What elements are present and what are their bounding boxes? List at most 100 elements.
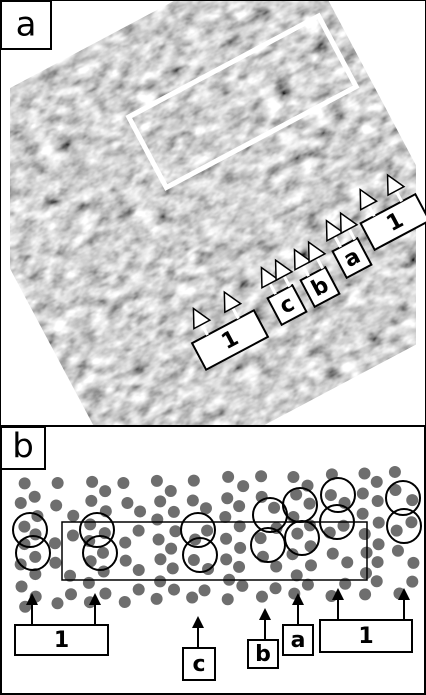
molecule-dot	[391, 525, 403, 537]
molecule-dot	[154, 553, 166, 565]
molecule-dot	[15, 497, 27, 509]
figure: a 1cba1 b 1cba1	[0, 0, 426, 695]
molecule-dot	[168, 584, 180, 596]
molecule-dot	[358, 467, 370, 479]
molecule-dot	[165, 485, 177, 497]
molecule-dot	[169, 525, 181, 537]
molecule-dot	[65, 588, 77, 600]
molecule-dot	[188, 475, 200, 487]
molecule-dot	[99, 588, 111, 600]
molecule-dot	[288, 588, 300, 600]
molecule-dot	[222, 471, 234, 483]
molecule-dot	[392, 545, 404, 557]
molecule-dot	[133, 564, 145, 576]
molecule-dot	[133, 583, 145, 595]
molecule-dot	[188, 554, 200, 566]
molecule-dot	[52, 477, 64, 489]
molecule-dot	[406, 576, 418, 588]
molecule-dot	[327, 548, 339, 560]
molecule-dot	[97, 547, 109, 559]
molecule-dot	[165, 543, 177, 555]
molecule-dot	[119, 596, 131, 608]
molecule-dot	[16, 580, 28, 592]
molecule-dot	[236, 580, 248, 592]
molecule-dot	[220, 533, 232, 545]
molecule-dot	[19, 477, 31, 489]
molecule-dot	[305, 559, 317, 571]
molecule-dot	[304, 498, 316, 510]
molecule-dot	[341, 556, 353, 568]
molecule-dot	[168, 506, 180, 518]
molecule-dot	[187, 495, 199, 507]
molecule-dot	[151, 514, 163, 526]
molecule-dot	[255, 470, 267, 482]
molecule-dot	[389, 466, 401, 478]
molecule-dot	[221, 492, 233, 504]
panel-label: b	[12, 427, 34, 467]
molecule-dot	[120, 555, 132, 567]
molecule-dot	[134, 505, 146, 517]
molecule-dot	[219, 511, 231, 523]
molecule-dot	[83, 577, 95, 589]
molecule-dot	[270, 582, 282, 594]
molecule-dot	[86, 476, 98, 488]
molecule-dot	[357, 488, 369, 500]
molecule-dot	[121, 497, 133, 509]
molecule-dot	[287, 471, 299, 483]
molecule-dot	[291, 528, 303, 540]
molecule-dot	[234, 542, 246, 554]
molecule-dot	[29, 491, 41, 503]
molecule-dot	[67, 529, 79, 541]
molecule-dot	[237, 480, 249, 492]
molecule-dot	[85, 555, 97, 567]
molecule-dot	[119, 537, 131, 549]
molecule-dot	[372, 556, 384, 568]
molecule-dot	[372, 495, 384, 507]
molecule-dot	[371, 476, 383, 488]
molecule-dot	[167, 562, 179, 574]
molecule-dot	[51, 597, 63, 609]
panel-label: a	[16, 5, 37, 45]
molecule-dot	[326, 590, 338, 602]
molecule-dot	[201, 525, 213, 537]
molecule-dot	[29, 551, 41, 563]
molecule-dot	[29, 528, 41, 540]
molecule-dot	[371, 575, 383, 587]
tag-text: b	[255, 642, 271, 667]
tag-text: a	[291, 628, 306, 653]
molecule-dot	[67, 510, 79, 522]
molecule-dot	[99, 485, 111, 497]
molecule-dot	[154, 575, 166, 587]
molecule-dot	[117, 477, 129, 489]
molecule-dot	[256, 591, 268, 603]
molecule-dot	[50, 499, 62, 511]
molecule-dot	[407, 557, 419, 569]
molecule-dot	[325, 489, 337, 501]
tag-text: c	[192, 652, 205, 677]
molecule-dot	[373, 538, 385, 550]
molecule-dot	[359, 528, 371, 540]
molecule-dot	[233, 561, 245, 573]
molecule-dot	[85, 495, 97, 507]
tag-text: 1	[54, 628, 69, 653]
molecule-dot	[154, 495, 166, 507]
page: a 1cba1 b 1cba1 (() => { const data = JS…	[0, 0, 426, 695]
molecule-dot	[199, 584, 211, 596]
molecule-dot	[405, 516, 417, 528]
tag-text: 1	[358, 624, 373, 649]
molecule-dot	[49, 537, 61, 549]
molecule-dot	[153, 534, 165, 546]
molecule-dot	[84, 518, 96, 530]
molecule-dot	[151, 475, 163, 487]
molecule-dot	[220, 553, 232, 565]
molecule-dot	[133, 525, 145, 537]
molecule-dot	[373, 517, 385, 529]
molecule-dot	[18, 521, 30, 533]
molecule-dot	[19, 601, 31, 613]
molecule-dot	[186, 592, 198, 604]
molecule-dot	[406, 494, 418, 506]
molecule-dot	[151, 593, 163, 605]
molecule-dot	[357, 508, 369, 520]
molecule-dot	[31, 510, 43, 522]
molecule-dot	[222, 593, 234, 605]
